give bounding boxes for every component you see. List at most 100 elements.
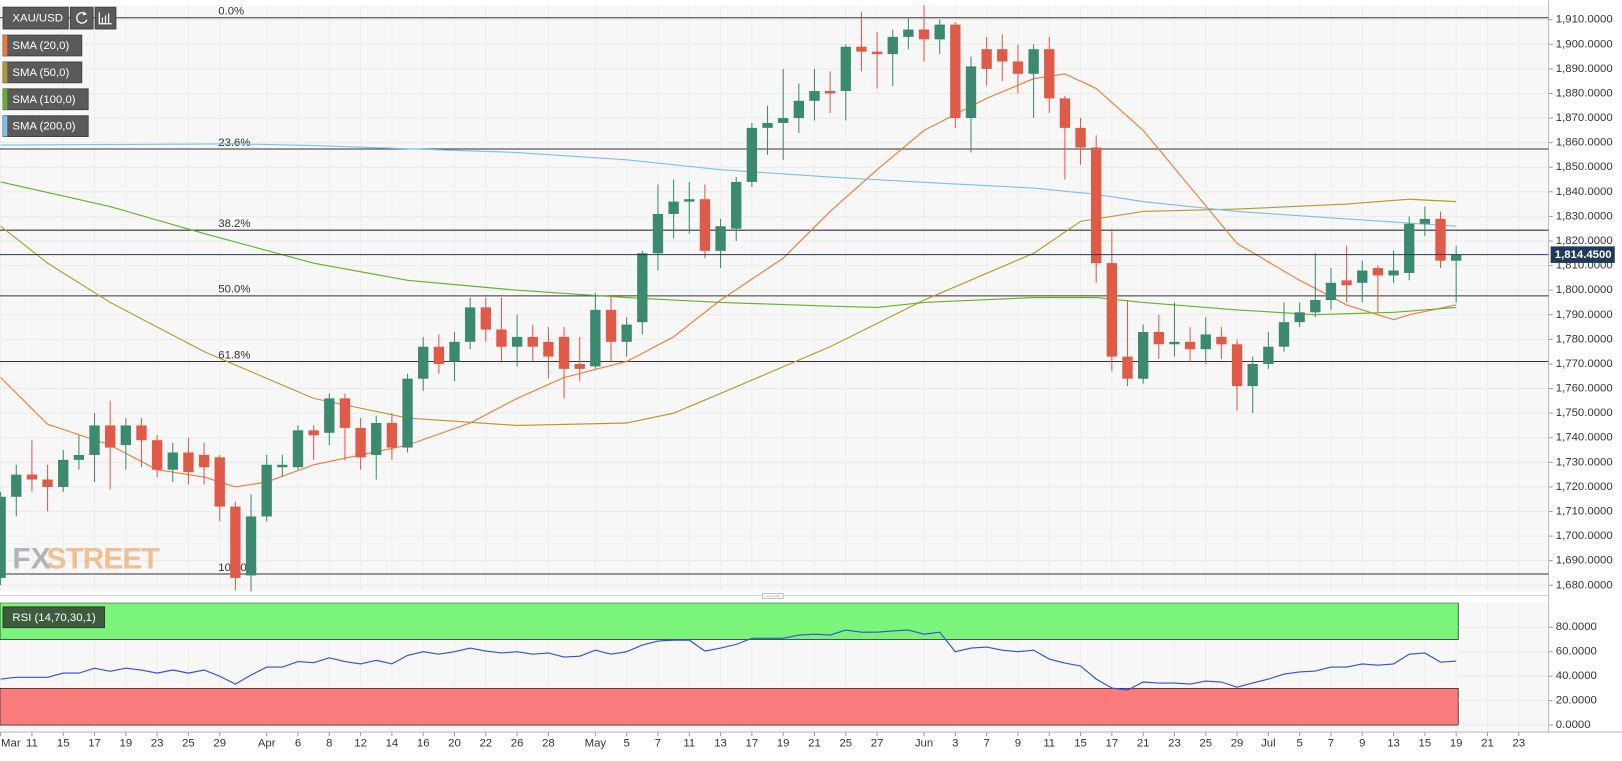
y-tick-label: 1,790.0000 [1556, 309, 1613, 321]
candle-body [1388, 270, 1399, 276]
x-tick-label: Mar [1, 737, 21, 749]
fib-level-label: 0.0% [218, 6, 244, 18]
rsi-y-tick-label: 60.0000 [1556, 646, 1597, 658]
y-tick-label: 1,730.0000 [1556, 456, 1613, 468]
legend-swatch [3, 88, 8, 110]
symbol-box[interactable] [2, 6, 69, 30]
candle-body [151, 440, 163, 470]
candle-body [1169, 341, 1180, 345]
x-tick-label: 9 [1359, 737, 1365, 749]
candle-body [731, 181, 742, 229]
x-tick-label: 25 [182, 737, 195, 749]
candle-body [386, 422, 398, 448]
x-tick-label: 25 [839, 737, 852, 749]
candle-body [668, 201, 679, 214]
candle-body [824, 90, 836, 94]
candle-body [355, 427, 366, 458]
y-tick-label: 1,900.0000 [1556, 38, 1613, 50]
candle-body [543, 341, 554, 357]
legend: XAU/USD SMA (20,0)SMA (50,0)SMA (100,0)S… [2, 6, 117, 629]
candle-body [1012, 61, 1024, 74]
x-tick-label: 19 [777, 737, 790, 749]
candle-body [1419, 218, 1431, 224]
candle-body [480, 307, 491, 330]
legend-swatch [3, 62, 8, 83]
x-tick-label: 13 [714, 737, 727, 749]
refresh-icon [76, 12, 88, 24]
x-tick-label: 15 [57, 737, 70, 749]
legend-label: SMA (100,0) [12, 94, 75, 106]
y-tick-label: 1,690.0000 [1556, 555, 1613, 567]
candle-body [73, 454, 85, 460]
candle-body [1341, 280, 1352, 286]
candle-body [245, 516, 257, 576]
candle-body [637, 253, 648, 323]
candle-body [793, 100, 804, 119]
x-tick-label: 12 [354, 737, 367, 749]
candle-body [1106, 263, 1118, 357]
candle-body [950, 24, 961, 119]
candle-body [1059, 98, 1071, 128]
candle-body [1200, 334, 1211, 350]
y-tick-label: 1,880.0000 [1556, 87, 1613, 99]
overlay-legend: SMA (20,0) SMA (50,0) SMA (100,0) SMA (200,… [2, 34, 89, 138]
candle-body [1357, 270, 1368, 283]
legend-swatch [3, 35, 8, 56]
candle-body [934, 24, 945, 40]
y-tick-label: 1,810.0000 [1556, 260, 1613, 272]
y-tick-label: 1,850.0000 [1556, 161, 1613, 173]
y-tick-label: 1,830.0000 [1556, 210, 1613, 222]
candle-body [496, 329, 507, 347]
refresh-button[interactable] [69, 6, 94, 30]
fib-level-label: 61.8% [218, 349, 250, 361]
y-tick-label: 1,760.0000 [1556, 383, 1613, 395]
candle-body [1044, 49, 1055, 99]
x-tick-label: 17 [1106, 737, 1119, 749]
candle-body [1372, 268, 1384, 276]
y-tick-label: 1,860.0000 [1556, 137, 1613, 149]
candle-body [871, 51, 883, 55]
y-tick-label: 1,680.0000 [1556, 579, 1613, 591]
x-tick-label: Apr [258, 737, 276, 749]
candle-body [292, 430, 304, 468]
rsi-zone [0, 687, 1459, 726]
axes: 1,910.0000 1,900.0000 1,890.0000 1,880.0000… [0, 14, 1615, 749]
sma-line [0, 198, 1457, 427]
x-tick-label: 17 [746, 737, 759, 749]
x-tick-label: 15 [1074, 737, 1087, 749]
candle-body [511, 336, 523, 347]
fib-level-label: 50.0% [218, 284, 250, 296]
candle-body [1294, 312, 1305, 323]
fib-level-label: 38.2% [218, 218, 250, 230]
y-tick-label: 1,870.0000 [1556, 112, 1613, 124]
candle-body [1122, 356, 1133, 379]
candle-body [230, 506, 241, 578]
x-tick-label: 3 [952, 737, 958, 749]
indicator-box[interactable] [2, 606, 105, 629]
y-tick-label: 1,750.0000 [1556, 407, 1613, 419]
y-tick-label: 1,890.0000 [1556, 63, 1613, 75]
x-tick-label: 11 [1043, 737, 1055, 749]
candle-body [1310, 300, 1321, 313]
candle-body [1435, 218, 1446, 261]
candle-body [0, 496, 6, 578]
candle-body [965, 66, 977, 119]
legend-label: SMA (200,0) [12, 121, 75, 133]
x-tick-label: 19 [1450, 737, 1463, 749]
candle-body [1028, 49, 1039, 74]
candle-body [715, 226, 726, 251]
candle-body [746, 127, 758, 182]
x-tick-label: 11 [683, 737, 695, 749]
price-pane [0, 5, 1549, 592]
indicator-line [0, 629, 1457, 691]
rsi-y-tick-label: 0.0000 [1556, 719, 1591, 731]
x-tick-label: 6 [295, 737, 301, 749]
rsi-y-tick-label: 20.0000 [1556, 695, 1597, 707]
x-tick-label: 7 [983, 737, 989, 749]
sma-line [0, 143, 1457, 227]
x-tick-label: 8 [326, 737, 332, 749]
candle-body [590, 309, 601, 367]
x-tick-label: 29 [213, 737, 226, 749]
x-tick-label: 23 [151, 737, 164, 749]
